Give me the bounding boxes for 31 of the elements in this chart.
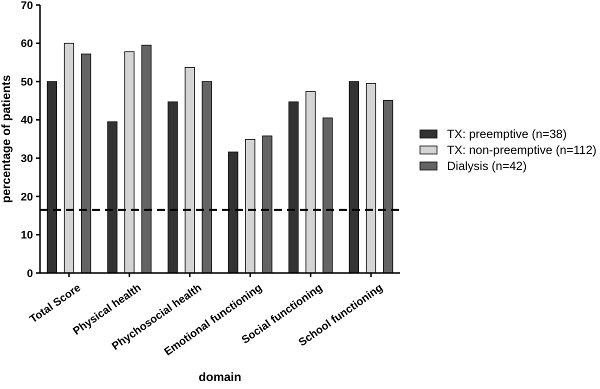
bar xyxy=(245,138,256,274)
bar xyxy=(46,81,58,274)
legend-label: TX: non-preemptive (n=112) xyxy=(447,143,597,158)
y-tick-label: 20 xyxy=(20,191,33,204)
bar xyxy=(64,42,74,274)
bar xyxy=(262,136,272,274)
y-tick-label: 30 xyxy=(20,152,33,165)
bar xyxy=(306,91,316,274)
y-tick-label: 60 xyxy=(20,38,33,50)
bar xyxy=(80,54,92,274)
bar xyxy=(288,101,299,274)
bar xyxy=(228,152,238,274)
legend-label: TX: preemptive (n=38) xyxy=(447,127,567,142)
y-tick-label: 70 xyxy=(20,0,33,12)
bar xyxy=(184,67,195,274)
legend-label: Dialysis (n=42) xyxy=(447,159,527,174)
y-tick-label: 40 xyxy=(20,114,33,127)
bar xyxy=(141,44,152,274)
y-axis-title: percentage of patients xyxy=(0,74,13,204)
y-tick-label: 50 xyxy=(20,76,33,88)
bar xyxy=(348,81,360,274)
bar xyxy=(202,81,212,274)
bar xyxy=(322,118,333,274)
y-tick-label: 0 xyxy=(26,268,33,280)
bar xyxy=(168,101,178,274)
x-axis-title: domain xyxy=(198,370,242,384)
bar xyxy=(107,121,118,274)
y-tick-label: 10 xyxy=(20,230,33,242)
bar xyxy=(366,83,376,274)
bar xyxy=(124,51,134,274)
bar xyxy=(382,100,394,274)
